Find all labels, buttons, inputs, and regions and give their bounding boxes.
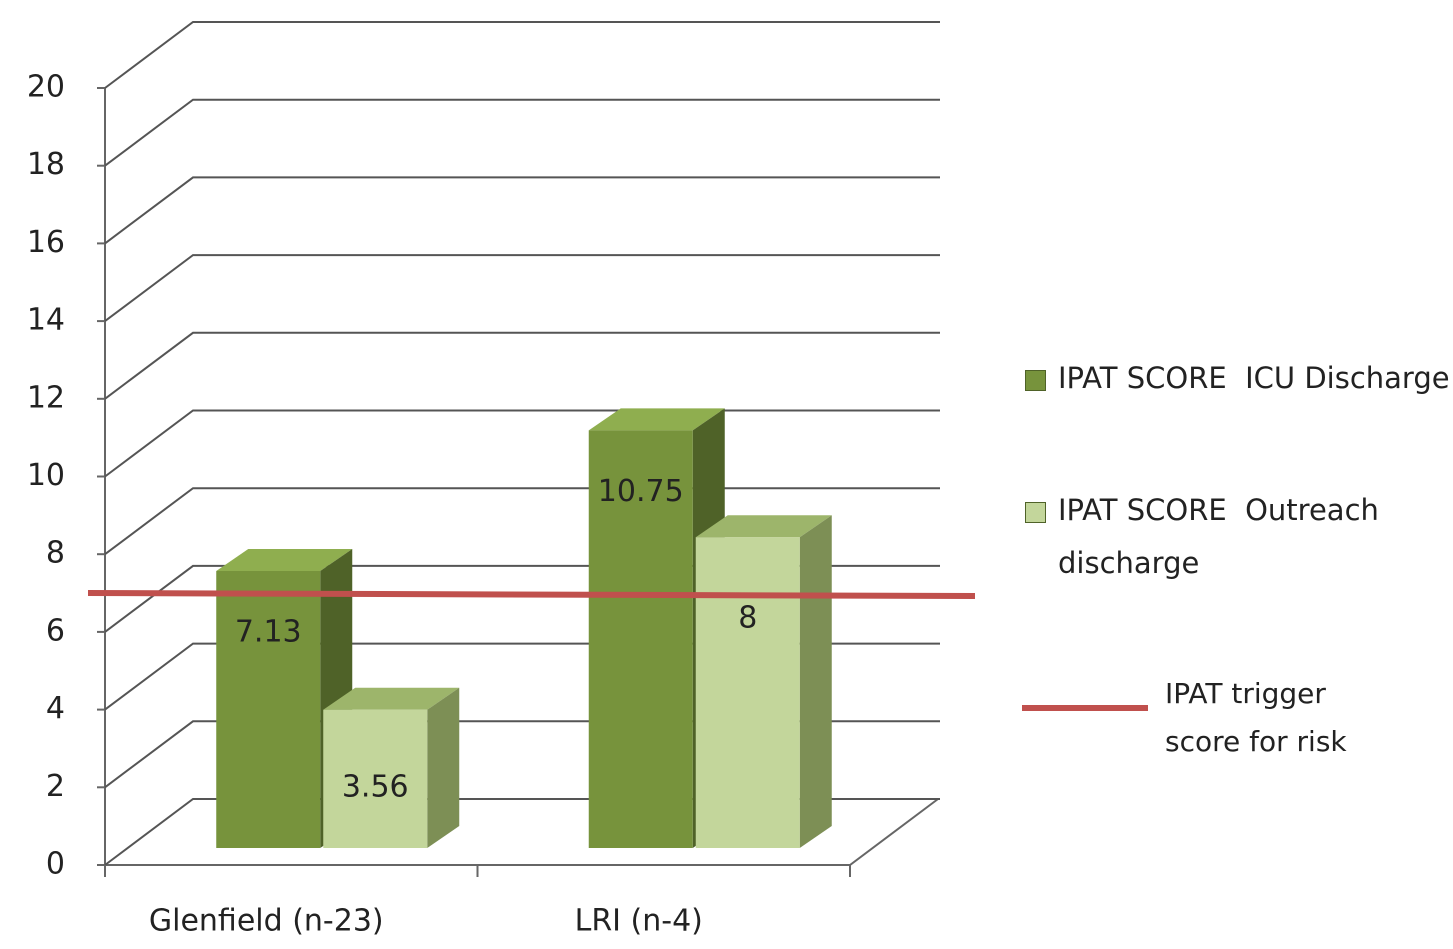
- y-tick-label: 16: [27, 225, 65, 260]
- y-tick-label: 12: [27, 380, 65, 415]
- y-tick-label: 6: [46, 613, 65, 648]
- bar-side: [427, 687, 460, 848]
- bar: [588, 430, 693, 848]
- y-tick-label: 8: [46, 536, 65, 571]
- y-tick-label: 4: [46, 691, 65, 726]
- bar-top: [216, 548, 353, 571]
- grid-line: [104, 176, 940, 245]
- grid-line: [104, 98, 940, 167]
- data-label: 8: [738, 601, 757, 636]
- bar: [216, 570, 321, 848]
- y-tick-label: 20: [27, 70, 65, 105]
- grid-line: [104, 254, 940, 322]
- legend-label: IPAT SCORE ICU Discharge: [1058, 361, 1450, 395]
- bar: [695, 537, 800, 848]
- y-tick-label: 2: [46, 769, 65, 804]
- bar: [323, 709, 428, 848]
- bar-top: [323, 687, 460, 710]
- x-tick-label: LRI (n-4): [575, 904, 703, 939]
- legend-label: IPAT trigger score for risk: [1165, 677, 1347, 758]
- data-label: 7.13: [235, 614, 302, 649]
- y-tick-label: 14: [27, 303, 65, 338]
- legend-swatch: [1025, 370, 1046, 391]
- grid-line: [104, 21, 940, 89]
- data-label: 3.56: [342, 770, 409, 805]
- legend-swatch: [1022, 705, 1148, 711]
- x-tick-label: Glenfield (n-23): [149, 904, 384, 939]
- reference-line: [87, 590, 976, 600]
- grid-line: [104, 331, 940, 400]
- y-tick-label: 0: [46, 847, 65, 882]
- data-label: 10.75: [598, 474, 684, 509]
- y-tick-label: 18: [27, 147, 65, 182]
- legend-swatch: [1025, 502, 1046, 523]
- y-tick-label: 10: [27, 458, 65, 493]
- bar-side: [799, 515, 832, 848]
- bar-top: [695, 515, 832, 538]
- grid-line: [104, 409, 940, 478]
- bar-top: [588, 408, 725, 431]
- legend-label: IPAT SCORE Outreach discharge: [1058, 493, 1389, 580]
